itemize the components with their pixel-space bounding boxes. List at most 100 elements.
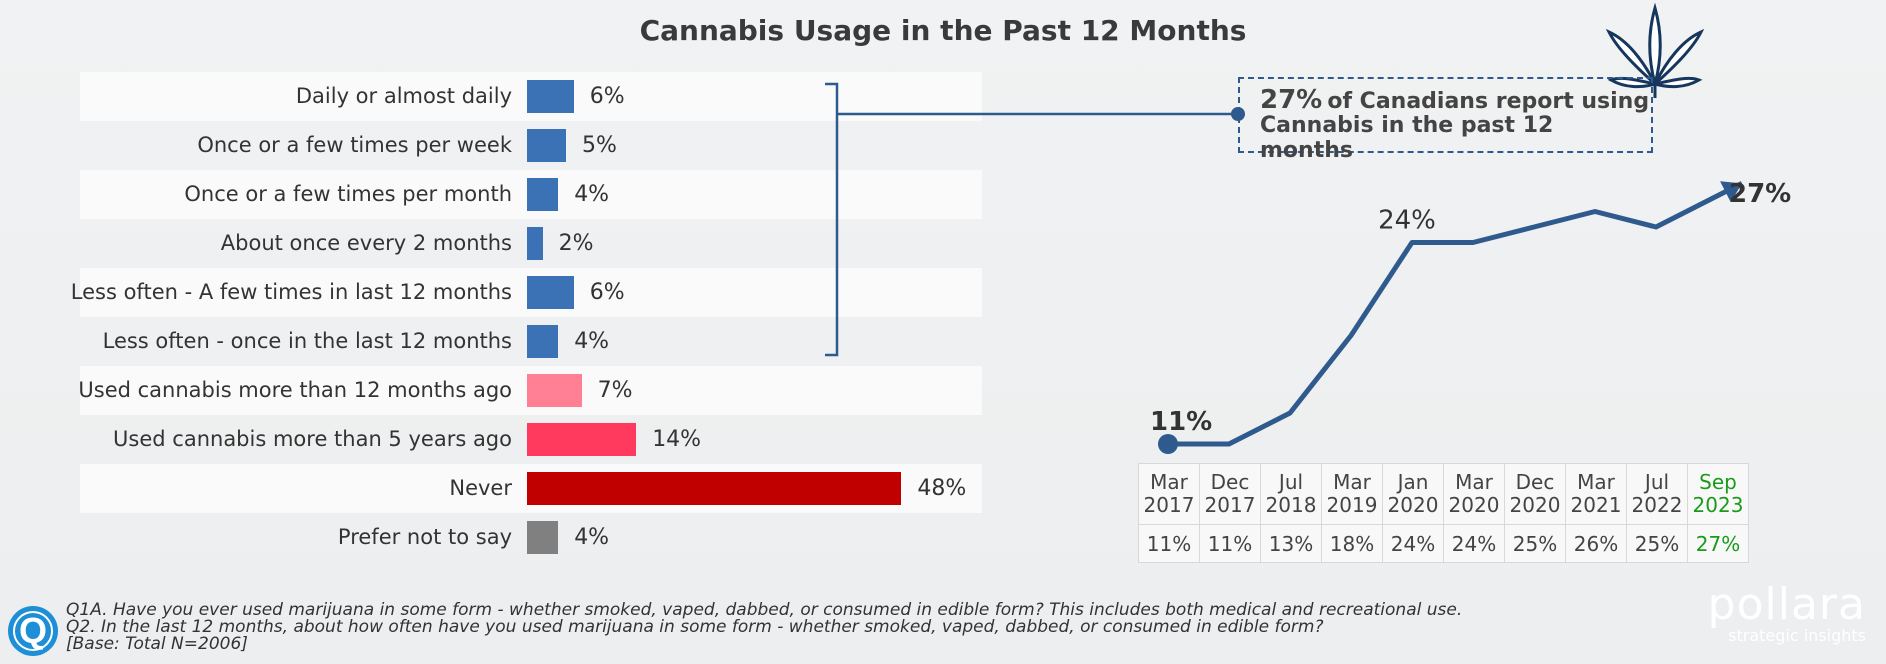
timeline-month: Mar	[1333, 470, 1371, 494]
timeline-year: 2020	[1448, 493, 1500, 517]
footnote-base: [Base: Total N=2006]	[66, 634, 248, 654]
timeline-year: 2020	[1387, 493, 1439, 517]
pollara-logo: pollara strategic insights	[1708, 582, 1866, 644]
timeline-date: Jul 2018	[1260, 463, 1322, 525]
bar-row: Once or a few times per month 4%	[80, 170, 982, 219]
timeline-month: Dec	[1515, 470, 1555, 494]
timeline-date: Jan 2020	[1382, 463, 1444, 525]
timeline-month: Jan	[1397, 470, 1429, 494]
bar-row: Never 48%	[80, 464, 982, 513]
timeline-value: 25%	[1504, 524, 1566, 563]
bar-row: Used cannabis more than 12 months ago 7%	[78, 366, 982, 415]
timeline-year: 2017	[1143, 493, 1195, 517]
timeline-value: 27%	[1687, 524, 1749, 563]
bar-category-label: Prefer not to say	[337, 525, 512, 549]
bracket	[825, 82, 839, 357]
leaf-part	[1653, 28, 1705, 86]
timeline-date: Dec 2020	[1504, 463, 1566, 525]
bar-value-label: 4%	[574, 525, 610, 550]
leaf-part	[1648, 2, 1662, 90]
timeline-month: Mar	[1455, 470, 1493, 494]
bar-value-label: 5%	[582, 133, 617, 158]
timeline-table: Mar 2017 Dec 2017 Jul 2018 Mar 2019 Jan 2020 Mar 20…	[1138, 463, 1749, 563]
timeline-date: Mar 2021	[1565, 463, 1627, 525]
callout-line2: Cannabis in the past 12 months	[1260, 113, 1554, 163]
timeline-year: 2020	[1509, 493, 1561, 517]
bar-row: Less often - once in the last 12 months 4…	[80, 317, 982, 366]
bar-value-label: 6%	[589, 84, 625, 109]
chart-title: Cannabis Usage in the Past 12 Months	[639, 14, 1247, 47]
logo-tagline: strategic insights	[1728, 626, 1866, 645]
timeline-dates-row: Mar 2017 Dec 2017 Jul 2018 Mar 2019 Jan 2020 Mar 20…	[1138, 463, 1749, 525]
bar-row: Once or a few times per week 5%	[80, 121, 982, 170]
bar-category-label: Once or a few times per week	[197, 133, 512, 157]
bar-value-label: 48%	[917, 476, 967, 501]
bar-row: Used cannabis more than 5 years ago 14%	[80, 415, 982, 464]
trend-annotation: 11%	[1150, 407, 1212, 437]
footnote-q2: Q2. In the last 12 months, about how oft…	[66, 617, 1324, 637]
bar-row: About once every 2 months 2%	[80, 219, 982, 268]
timeline-month: Sep	[1699, 470, 1737, 494]
cannabis-leaf-icon	[1605, 2, 1705, 98]
bar-category-label: Less often - A few times in last 12 mont…	[70, 280, 512, 304]
trend-start-dot	[1158, 434, 1178, 454]
timeline-value: 18%	[1321, 524, 1383, 563]
bar-value-label: 14%	[652, 427, 702, 452]
timeline-date: Mar 2020	[1443, 463, 1505, 525]
bar-category-label: Less often - once in the last 12 months	[102, 329, 512, 353]
timeline-month: Mar	[1577, 470, 1615, 494]
timeline-date: Dec 2017	[1199, 463, 1261, 525]
bar	[527, 227, 543, 260]
bar-category-label: Daily or almost daily	[295, 84, 512, 108]
bar-category-label: Used cannabis more than 12 months ago	[78, 378, 512, 402]
leaf-part	[1605, 28, 1657, 86]
timeline-values-row: 11% 11% 13% 18% 24% 24% 25% 26% 25% 27%	[1138, 524, 1749, 563]
timeline-year: 2017	[1204, 493, 1256, 517]
callout-highlight: 27%	[1260, 85, 1323, 115]
trend-arrowhead	[1720, 181, 1742, 203]
bar-value-label: 7%	[597, 378, 633, 403]
bar-value-label: 4%	[574, 329, 610, 354]
bar	[527, 276, 574, 309]
bar-category-label: About once every 2 months	[220, 231, 512, 255]
timeline-month: Dec	[1210, 470, 1250, 494]
timeline-month: Jul	[1644, 470, 1670, 494]
bar-category-label: Used cannabis more than 5 years ago	[113, 427, 512, 451]
timeline-value: 24%	[1382, 524, 1444, 563]
bar	[527, 374, 582, 407]
callout-line1: of Canadians report using	[1327, 89, 1650, 114]
timeline-month: Mar	[1150, 470, 1188, 494]
timeline-value: 26%	[1565, 524, 1627, 563]
bar-row: Prefer not to say 4%	[80, 513, 982, 562]
bar-row: Less often - A few times in last 12 mont…	[71, 268, 982, 317]
timeline-value: 13%	[1260, 524, 1322, 563]
bar-category-label: Never	[449, 476, 512, 500]
timeline-value: 11%	[1138, 524, 1200, 563]
bar	[527, 472, 902, 505]
timeline-year: 2018	[1265, 493, 1317, 517]
timeline-value: 24%	[1443, 524, 1505, 563]
bar-row: Daily or almost daily 6%	[80, 72, 982, 121]
bar-value-label: 6%	[589, 280, 625, 305]
bar-value-label: 4%	[574, 182, 610, 207]
bar	[527, 129, 566, 162]
timeline-year: 2021	[1570, 493, 1622, 517]
bar	[527, 325, 559, 358]
bar	[527, 80, 574, 113]
callout-box: 27% of Canadians report using Cannabis i…	[1238, 77, 1653, 163]
bar	[527, 178, 559, 211]
question-badge: Q	[8, 606, 58, 656]
bar-value-label: 2%	[558, 231, 594, 256]
timeline-month: Jul	[1278, 470, 1304, 494]
timeline-year: 2019	[1326, 493, 1378, 517]
leaf-part	[1607, 76, 1656, 89]
timeline-date: Jul 2022	[1626, 463, 1688, 525]
leaf-part	[1654, 76, 1703, 89]
bar	[527, 521, 559, 554]
timeline-date: Mar 2017	[1138, 463, 1200, 525]
trend-annotation: 24%	[1378, 206, 1436, 236]
footnote-q1a: Q1A. Have you ever used marijuana in som…	[66, 600, 1463, 620]
timeline-date: Sep 2023	[1687, 463, 1749, 525]
trend-annotation: 27%	[1729, 179, 1791, 209]
